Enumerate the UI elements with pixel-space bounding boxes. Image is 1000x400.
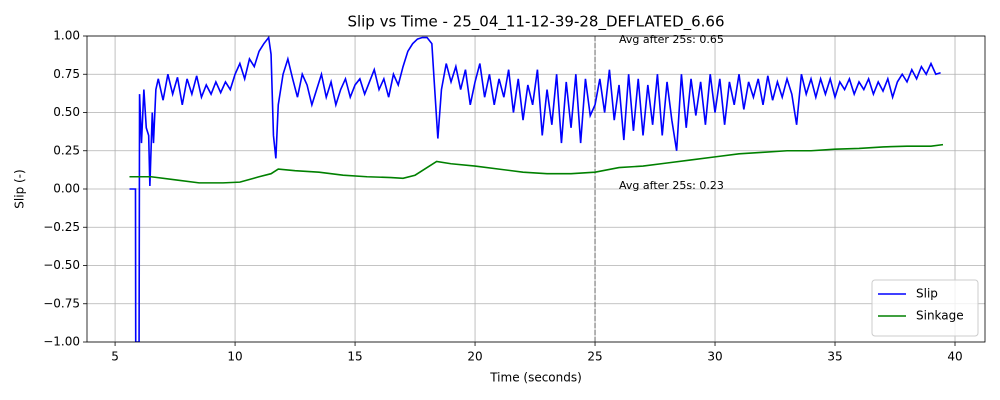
y-tick-label: −0.50: [43, 258, 80, 272]
x-axis-label: Time (seconds): [489, 371, 582, 385]
y-tick-label: 0.50: [53, 105, 80, 119]
x-tick-label: 5: [111, 350, 119, 364]
x-tick-label: 35: [827, 350, 842, 364]
y-tick-label: −0.25: [43, 220, 80, 234]
plot-frame: [86, 35, 986, 343]
legend-label: Sinkage: [916, 309, 964, 323]
y-tick-label: 0.25: [53, 143, 80, 157]
x-tick-label: 30: [707, 350, 722, 364]
y-tick-label: −1.00: [43, 335, 80, 349]
x-tick-label: 40: [947, 350, 962, 364]
x-tick-label: 25: [587, 350, 602, 364]
y-axis-label: Slip (-): [13, 169, 27, 208]
annotation: Avg after 25s: 0.65: [619, 33, 724, 46]
series-line: [129, 36, 941, 342]
y-tick-label: 0.00: [53, 182, 80, 196]
chart-title: Slip vs Time - 25_04_11-12-39-28_DEFLATE…: [347, 13, 724, 32]
y-tick-label: −0.75: [43, 296, 80, 310]
y-tick-label: 0.75: [53, 67, 80, 81]
series-line: [129, 143, 944, 184]
legend-label: Slip: [916, 287, 938, 301]
x-tick-label: 20: [467, 350, 482, 364]
x-tick-label: 10: [227, 350, 242, 364]
x-tick-label: 15: [347, 350, 362, 364]
y-tick-label: 1.00: [53, 29, 80, 43]
annotation: Avg after 25s: 0.23: [619, 179, 724, 192]
